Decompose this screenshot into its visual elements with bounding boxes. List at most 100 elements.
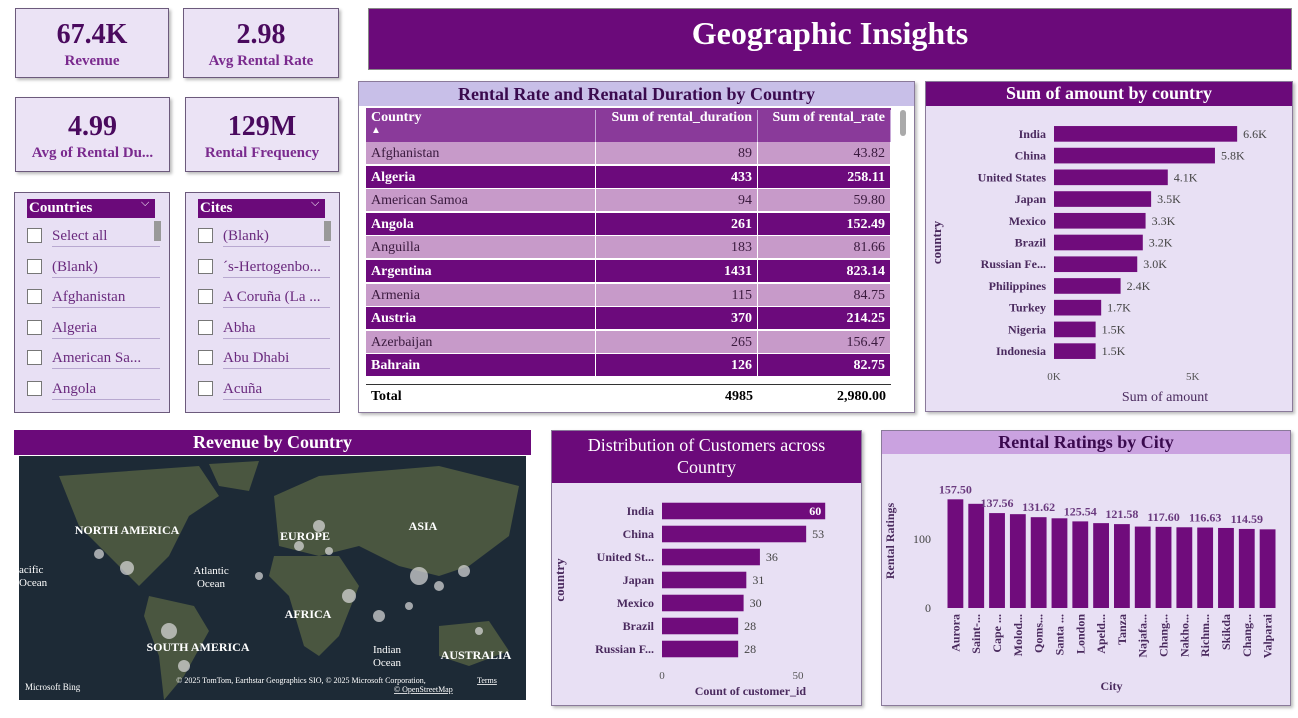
map-label: Ocean <box>19 577 48 589</box>
table-cell: 258.11 <box>758 165 891 189</box>
table-title: Rental Rate and Renatal Duration by Coun… <box>359 82 914 106</box>
checkbox[interactable] <box>198 319 213 335</box>
x-axis-title: Sum of amount <box>1122 390 1208 405</box>
data-label: 2.4K <box>1127 279 1151 293</box>
bar <box>968 503 985 608</box>
y-tick-label: Turkey <box>1009 301 1046 315</box>
checkbox[interactable] <box>27 381 42 396</box>
checkbox[interactable] <box>27 289 42 305</box>
table-cell: Bahrain <box>366 354 596 378</box>
table-row <box>366 283 891 307</box>
map-label: Ocean <box>197 578 226 590</box>
data-label: 117.60 <box>1147 510 1179 524</box>
map-bubble <box>161 623 177 639</box>
data-label: 137.56 <box>981 496 1014 510</box>
chevron: ⌵ <box>141 197 150 209</box>
map-bubble <box>373 610 385 622</box>
map-link[interactable]: © OpenStreetMap <box>394 685 453 694</box>
table-cell: Armenia <box>366 283 596 307</box>
column-header[interactable]: Sum of rental_duration <box>596 110 758 142</box>
slicer-item[interactable]: Algeria <box>52 318 160 339</box>
chart-title: Sum of amount by country <box>926 82 1292 106</box>
checkbox[interactable] <box>198 228 213 243</box>
y-tick-label: Mexico <box>1009 214 1046 228</box>
table-cell: 126 <box>596 354 758 378</box>
bar <box>1054 191 1152 207</box>
kpi-value: 2.98 <box>236 19 286 50</box>
map-label: Ocean <box>373 657 402 669</box>
bar <box>989 513 1005 608</box>
slicer-item[interactable]: (Blank) <box>52 257 160 278</box>
slicer-item[interactable]: Acuña <box>223 379 330 400</box>
data-label: 36 <box>766 550 778 564</box>
slicer-item[interactable]: Angola <box>52 379 160 400</box>
bar <box>1259 529 1276 608</box>
y-tick-label: China <box>623 527 654 541</box>
kpi-card: 67.4K Revenue <box>15 8 169 78</box>
slicer-item[interactable]: (Blank) <box>223 226 330 247</box>
data-label: 114.59 <box>1231 512 1263 526</box>
table-divider <box>366 384 891 385</box>
slicer-item[interactable]: ´s-Hertogenbo... <box>223 257 330 278</box>
data-label: 6.6K <box>1243 127 1267 141</box>
kpi-label: Avg Rental Rate <box>208 53 314 69</box>
checkbox[interactable] <box>27 350 42 366</box>
bar <box>662 525 807 543</box>
data-label: 60 <box>809 504 821 518</box>
slicer-item[interactable]: American Sa... <box>52 348 160 370</box>
map-label: EUROPE <box>280 529 330 543</box>
table-header <box>366 108 891 142</box>
bar <box>1113 524 1130 608</box>
slicer-item[interactable]: Select all <box>52 226 160 247</box>
map-link[interactable]: Terms <box>477 676 497 685</box>
table-total: Total <box>371 389 402 404</box>
x-tick-label: 0 <box>659 670 665 682</box>
column-header[interactable]: Sum of rental_rate <box>758 110 891 142</box>
slicer-item[interactable]: Abu Dhabi <box>223 348 330 370</box>
bar <box>1093 523 1110 608</box>
table-cell: Anguilla <box>366 236 596 260</box>
x-tick-label: Qoms... <box>1032 614 1046 653</box>
checkbox[interactable] <box>27 228 42 243</box>
y-tick-label: 100 <box>913 532 931 546</box>
slicer-item[interactable]: Afghanistan <box>52 287 160 309</box>
chevron: ⌵ <box>311 197 320 209</box>
map-bubble <box>475 627 483 635</box>
y-tick-label: Japan <box>1015 192 1047 206</box>
chart-panel: Sum of amount by country India 6.6K China 5.… <box>925 81 1293 412</box>
land <box>274 466 519 576</box>
checkbox[interactable] <box>198 289 213 305</box>
map-bubble <box>342 589 356 603</box>
checkbox[interactable] <box>198 381 213 396</box>
bar <box>1238 528 1255 608</box>
slicer-item[interactable]: Abha <box>223 318 330 339</box>
scrollbar[interactable] <box>324 221 331 241</box>
x-tick-label: Molod... <box>1011 614 1025 656</box>
chart: India 6.6K China 5.8K United States 4.1K Japan… <box>929 126 1267 405</box>
bar <box>947 499 964 608</box>
slicer-item[interactable]: A Coruña (La ... <box>223 287 330 309</box>
scrollbar[interactable] <box>154 221 161 241</box>
bar <box>662 594 744 612</box>
map[interactable]: NORTH AMERICA EUROPEASIAAtlanticOceanAFRI… <box>19 456 526 700</box>
bar <box>1054 212 1146 229</box>
table-cell: 823.14 <box>758 260 891 283</box>
table-cell: 183 <box>596 236 758 260</box>
column-header[interactable]: Country <box>366 110 596 142</box>
table-row <box>366 165 891 189</box>
data-label: 157.50 <box>939 482 972 496</box>
scrollbar[interactable] <box>900 110 906 136</box>
map-label: Atlantic <box>193 565 229 577</box>
data-label: 131.62 <box>1022 500 1055 514</box>
bar <box>662 617 739 635</box>
checkbox[interactable] <box>198 258 213 274</box>
checkbox[interactable] <box>198 350 213 366</box>
bar <box>1054 343 1096 359</box>
table-cell: 156.47 <box>758 330 891 354</box>
bar <box>1072 521 1089 608</box>
checkbox[interactable] <box>27 258 42 274</box>
data-label: 121.58 <box>1105 507 1138 521</box>
table-cell: Azerbaijan <box>366 330 596 354</box>
chart-title: Rental Ratings by City <box>882 431 1290 454</box>
checkbox[interactable] <box>27 319 42 335</box>
